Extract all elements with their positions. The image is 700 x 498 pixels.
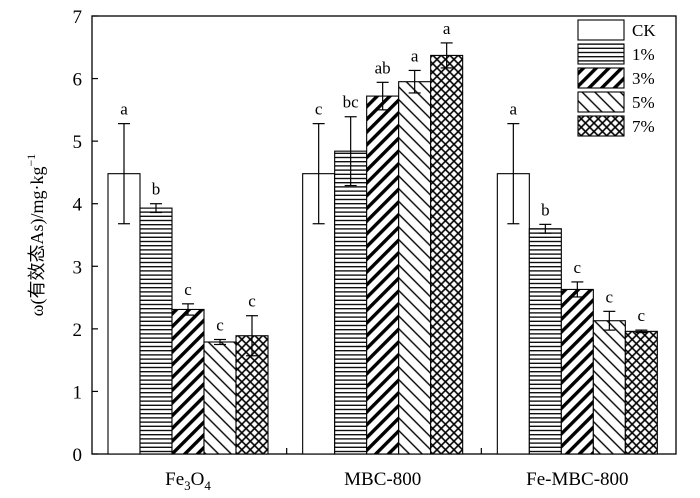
legend-swatch (577, 43, 625, 65)
x-category-label-part: MBC-800 (344, 469, 421, 490)
bar (334, 150, 368, 455)
legend-swatch (577, 67, 625, 89)
legend-label: 3% (632, 69, 655, 88)
legend: CK 1% 3% 5% 7% (577, 19, 656, 137)
significance-label: bc (343, 93, 360, 112)
bar (528, 228, 562, 455)
x-category-label-part: O (191, 469, 205, 490)
significance-label: c (216, 315, 224, 334)
y-tick-label: 0 (73, 445, 83, 466)
significance-label: b (541, 200, 550, 219)
bar (171, 308, 205, 455)
legend-swatch (577, 91, 625, 113)
bar (624, 330, 658, 455)
y-tick-label: 1 (73, 382, 83, 403)
bar (203, 341, 237, 455)
legend-swatch (577, 115, 625, 137)
legend-label: CK (632, 21, 656, 40)
legend-label: 5% (632, 93, 655, 112)
x-category-label-subscript: 4 (204, 478, 211, 493)
legend-label: 7% (632, 117, 655, 136)
x-category-label: Fe3O4 (165, 469, 211, 493)
y-tick-label: 6 (73, 70, 83, 91)
significance-label: c (248, 292, 256, 311)
bar (398, 81, 432, 455)
y-axis-label-text: ω(有效态As)/mg·kg (27, 166, 48, 316)
x-category-label-subscript: 3 (184, 478, 191, 493)
y-tick-label: 3 (73, 257, 83, 278)
significance-label: a (443, 19, 451, 38)
y-tick-label: 5 (73, 132, 83, 153)
significance-label: a (510, 100, 518, 119)
bar (592, 320, 626, 455)
y-tick-label: 4 (73, 195, 83, 216)
significance-label: c (606, 287, 614, 306)
x-category-label-part: Fe (165, 469, 184, 490)
significance-label: a (120, 100, 128, 119)
x-category-label: Fe-MBC-800 (526, 469, 628, 490)
significance-label: c (184, 280, 192, 299)
legend-label: 1% (632, 45, 655, 64)
legend-swatch (577, 19, 625, 41)
significance-label: c (638, 306, 646, 325)
bar (139, 207, 173, 455)
bar (366, 95, 400, 455)
significance-label: c (574, 258, 582, 277)
bar (560, 288, 594, 455)
y-tick-label: 7 (73, 7, 83, 28)
bar (430, 54, 464, 455)
significance-label: ab (375, 58, 391, 77)
significance-label: c (315, 100, 323, 119)
significance-label: a (411, 46, 419, 65)
y-tick-label: 2 (73, 320, 83, 341)
y-axis-label: ω(有效态As)/mg·kg−1 (24, 154, 48, 317)
x-category-label-part: Fe-MBC-800 (526, 469, 628, 490)
y-axis-label-superscript: −1 (24, 154, 38, 167)
significance-label: b (152, 180, 161, 199)
x-category-label: MBC-800 (344, 469, 421, 490)
